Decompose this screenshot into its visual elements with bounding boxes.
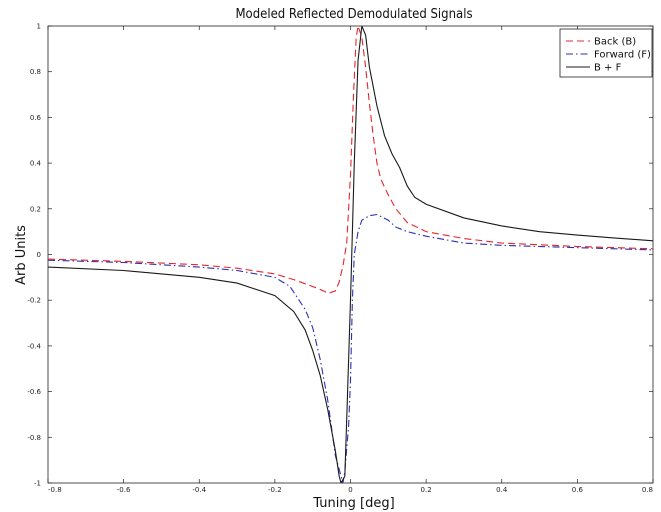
y-tick-label: 0.8 [30,68,41,76]
x-tick-label: -0.4 [192,486,206,494]
y-tick-label: 0.2 [30,205,41,213]
y-tick-label: 0 [37,251,41,259]
y-axis: -1 -0.8 -0.6 -0.4 -0.2 0 0.2 0.4 0.6 0.8 1 [27,23,653,488]
legend-label: Forward (F) [594,50,651,61]
legend-box [559,28,653,78]
series-line-1 [48,26,653,294]
x-axis: -0.8 -0.6 -0.4 -0.2 0 0.2 0.4 0.6 0.8 [47,26,654,494]
y-tick-label: -0.8 [27,434,41,442]
y-axis-label: Arb Units [14,225,29,285]
x-axis-label: Tuning [deg] [312,496,394,511]
x-tick-label: 0 [348,486,352,494]
y-tick-label: 0.6 [30,114,42,122]
legend-label: Back (B) [594,37,636,48]
series-lines [48,26,653,483]
chart-title: Modeled Reflected Demodulated Signals [235,7,472,22]
x-tick-label: 0.4 [496,486,508,494]
x-tick-label: 0.6 [572,486,584,494]
y-tick-label: -1 [34,480,41,488]
y-tick-label: -0.2 [27,297,41,305]
series-line-3 [48,26,653,483]
x-tick-label: -0.8 [48,486,62,494]
legend-label: B + F [594,63,622,74]
legend: Back (B) Forward (F) B + F [559,28,653,78]
plot-frame [47,25,654,484]
y-tick-label: -0.6 [27,388,41,396]
y-tick-label: 0.4 [30,160,42,168]
series-line-2 [48,213,653,483]
y-tick-label: 1 [37,23,41,31]
x-tick-label: 0.8 [642,486,653,494]
x-tick-label: -0.2 [268,486,282,494]
x-tick-label: 0.2 [421,486,432,494]
plot-area [47,25,654,484]
x-tick-label: -0.6 [117,486,131,494]
y-tick-label: -0.4 [27,342,41,350]
